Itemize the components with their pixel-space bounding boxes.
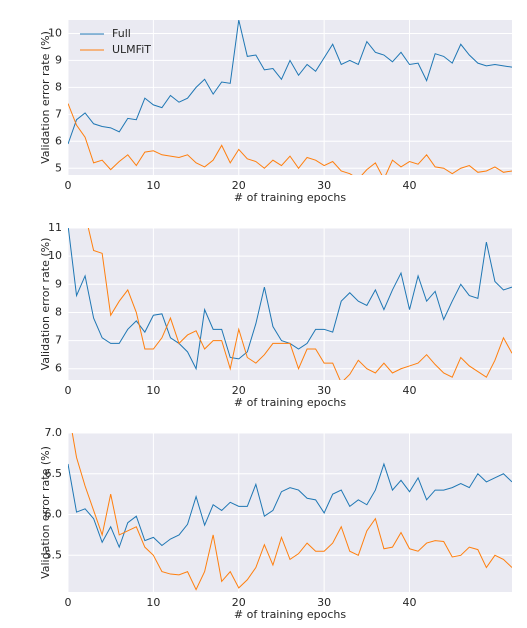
y-tick-label: 10 — [48, 249, 62, 262]
y-tick-label: 8 — [55, 80, 62, 93]
legend-label: ULMFiT — [112, 43, 151, 56]
x-tick-label: 20 — [232, 596, 246, 609]
y-tick-label: 5.5 — [45, 548, 63, 561]
x-tick-label: 30 — [317, 179, 331, 192]
y-tick-label: 11 — [48, 221, 62, 234]
y-tick-label: 8 — [55, 305, 62, 318]
x-tick-label: 20 — [232, 384, 246, 397]
x-tick-label: 30 — [317, 384, 331, 397]
series-line — [68, 20, 512, 145]
x-axis-label: # of training epochs — [234, 608, 346, 621]
x-tick-label: 40 — [403, 384, 417, 397]
x-tick-label: 0 — [65, 596, 72, 609]
y-axis-label: Validation error rate (%) — [39, 31, 52, 164]
x-axis-label: # of training epochs — [234, 191, 346, 204]
y-tick-label: 5 — [55, 161, 62, 174]
series-line — [68, 103, 512, 175]
x-axis-label: # of training epochs — [234, 396, 346, 409]
y-tick-label: 7.0 — [45, 426, 63, 439]
x-tick-label: 10 — [146, 179, 160, 192]
plot-background — [68, 20, 512, 175]
x-tick-label: 10 — [146, 596, 160, 609]
x-tick-label: 0 — [65, 179, 72, 192]
x-tick-label: 0 — [65, 384, 72, 397]
plot-background — [68, 228, 512, 380]
series-line — [87, 228, 512, 380]
y-tick-label: 6.0 — [45, 508, 63, 521]
y-tick-label: 7 — [55, 334, 62, 347]
x-tick-label: 30 — [317, 596, 331, 609]
y-tick-label: 9 — [55, 53, 62, 66]
y-tick-label: 6 — [55, 362, 62, 375]
series-line — [68, 462, 512, 549]
y-tick-label: 6 — [55, 134, 62, 147]
plot-background — [68, 433, 512, 592]
y-tick-label: 6.5 — [45, 467, 63, 480]
legend-label: Full — [112, 27, 131, 40]
y-tick-label: 9 — [55, 277, 62, 290]
x-tick-label: 40 — [403, 179, 417, 192]
x-tick-label: 20 — [232, 179, 246, 192]
y-axis-label: Validation error rate (%) — [39, 238, 52, 371]
x-tick-label: 10 — [146, 384, 160, 397]
y-tick-label: 10 — [48, 26, 62, 39]
y-axis-label: Validation error rate (%) — [39, 446, 52, 579]
y-tick-label: 7 — [55, 107, 62, 120]
series-line — [71, 433, 512, 591]
x-tick-label: 40 — [403, 596, 417, 609]
